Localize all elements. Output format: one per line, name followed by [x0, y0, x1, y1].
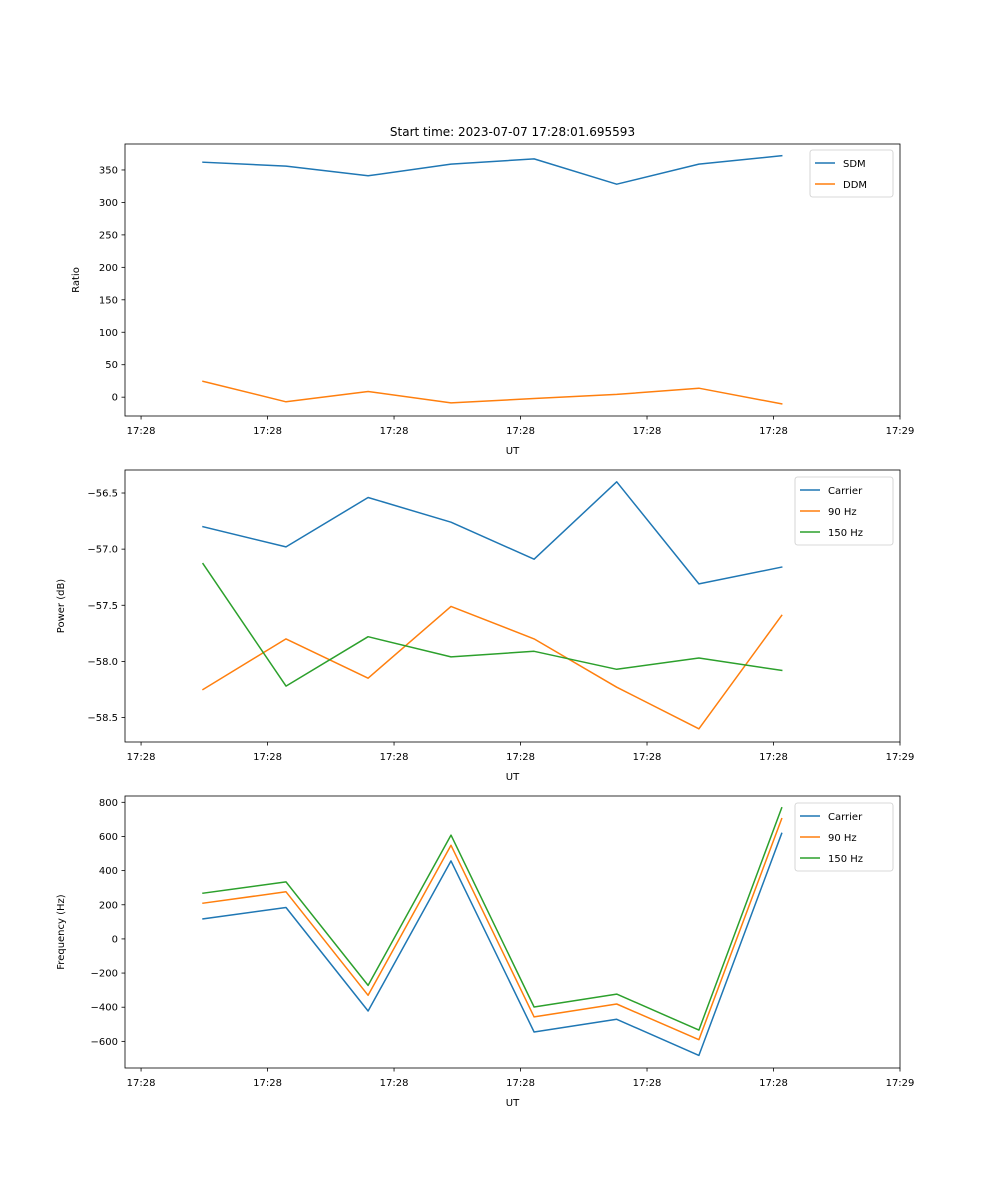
legend-label: 90 Hz — [828, 833, 857, 844]
x-tick-label: 17:28 — [253, 752, 282, 763]
axes-frame — [124, 795, 901, 1069]
y-tick-label: 600 — [99, 832, 118, 843]
legend-label: SDM — [843, 159, 866, 170]
y-tick-label: 0 — [112, 934, 118, 945]
x-tick-label: 17:28 — [127, 752, 156, 763]
legend-label: 150 Hz — [828, 854, 863, 865]
x-tick-label: 17:28 — [253, 426, 282, 437]
series-line-carrier — [202, 832, 783, 1057]
x-axis-label: UT — [506, 1098, 520, 1109]
x-tick-label: 17:28 — [759, 1078, 788, 1089]
y-tick-label: −56.5 — [87, 489, 118, 500]
legend-box — [809, 149, 894, 198]
x-tick-label: 17:28 — [506, 426, 535, 437]
y-tick-label: 400 — [99, 866, 118, 877]
y-tick-label: 300 — [99, 198, 118, 209]
x-tick-label: 17:28 — [759, 426, 788, 437]
series-line-90-hz — [202, 817, 783, 1041]
y-tick-label: 200 — [99, 263, 118, 274]
figure-title: Start time: 2023-07-07 17:28:01.695593 — [390, 125, 635, 139]
y-tick-label: −57.0 — [87, 545, 118, 556]
y-tick-label: −400 — [91, 1003, 118, 1014]
y-tick-label: 50 — [105, 360, 118, 371]
subplot-1: 0 50 100 150 200 250 300 350 17:28 17:28 17:28 17:2… — [71, 143, 915, 457]
x-tick-label: 17:29 — [886, 752, 915, 763]
legend: Carrier 90 Hz 150 Hz — [794, 476, 894, 546]
y-axis-label: Frequency (Hz) — [56, 894, 67, 970]
x-tick-label: 17:28 — [380, 1078, 409, 1089]
legend-box — [794, 802, 894, 872]
subplot-2: −58.5 −58.0 −57.5 −57.0 −56.5 17:28 17:28 17:28… — [56, 469, 915, 783]
axes-frame — [124, 143, 901, 417]
y-tick-label: 350 — [99, 165, 118, 176]
x-axis-label: UT — [506, 446, 520, 457]
x-axis-label: UT — [506, 772, 520, 783]
y-axis-label: Ratio — [71, 267, 82, 293]
y-tick-label: −58.0 — [87, 657, 118, 668]
y-tick-label: −58.5 — [87, 713, 118, 724]
series-line-150-hz — [202, 806, 783, 1031]
y-tick-label: 0 — [112, 393, 118, 404]
x-tick-label: 17:28 — [380, 752, 409, 763]
legend-label: 150 Hz — [828, 528, 863, 539]
x-tick-label: 17:28 — [633, 1078, 662, 1089]
y-tick-label: 200 — [99, 900, 118, 911]
x-tick-label: 17:29 — [886, 426, 915, 437]
y-tick-label: 250 — [99, 230, 118, 241]
axes-frame — [124, 469, 901, 743]
y-tick-label: −600 — [91, 1037, 118, 1048]
legend-label: Carrier — [828, 812, 863, 823]
y-tick-label: −57.5 — [87, 601, 118, 612]
y-tick-label: 150 — [99, 295, 118, 306]
legend-label: 90 Hz — [828, 507, 857, 518]
x-tick-label: 17:29 — [886, 1078, 915, 1089]
legend-label: Carrier — [828, 486, 863, 497]
x-tick-label: 17:28 — [253, 1078, 282, 1089]
x-tick-label: 17:28 — [759, 752, 788, 763]
x-tick-label: 17:28 — [127, 1078, 156, 1089]
legend-label: DDM — [843, 180, 867, 191]
legend: Carrier 90 Hz 150 Hz — [794, 802, 894, 872]
x-tick-label: 17:28 — [506, 1078, 535, 1089]
y-tick-label: −200 — [91, 969, 118, 980]
x-tick-label: 17:28 — [127, 426, 156, 437]
x-tick-label: 17:28 — [633, 426, 662, 437]
x-tick-label: 17:28 — [633, 752, 662, 763]
x-tick-label: 17:28 — [380, 426, 409, 437]
series-line-carrier — [202, 481, 783, 585]
series-line-sdm — [202, 154, 783, 185]
series-line-150-hz — [201, 562, 783, 687]
legend: SDM DDM — [809, 149, 894, 198]
y-axis-label: Power (dB) — [56, 579, 67, 634]
subplot-3: −600 −400 −200 0 200 400 600 800 17:28 17:28 17:28… — [56, 795, 915, 1109]
legend-box — [794, 476, 894, 546]
series-line-90-hz — [201, 605, 783, 730]
y-tick-label: 800 — [99, 798, 118, 809]
series-line-ddm — [202, 380, 783, 405]
y-tick-label: 100 — [99, 328, 118, 339]
x-tick-label: 17:28 — [506, 752, 535, 763]
